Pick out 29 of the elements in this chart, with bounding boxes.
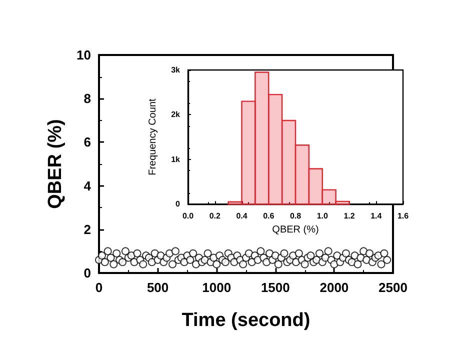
y-tick-label: 1k (171, 154, 181, 164)
y-tick-label: 10 (76, 48, 91, 62)
y-tick-label: 3k (171, 66, 181, 74)
x-tick-label: 1000 (202, 280, 232, 295)
x-tick-label: 0.0 (182, 212, 194, 221)
x-tick-label: 2500 (378, 280, 408, 295)
x-axis-title: Time (second) (182, 310, 310, 331)
y-tick-label: 0 (176, 200, 181, 209)
y-tick-label: 4 (84, 178, 92, 194)
y-tick-label: 2 (84, 222, 91, 237)
x-tick-label: 0 (95, 280, 103, 295)
x-tick-label: 1.2 (344, 212, 356, 221)
y-tick-label: 8 (84, 91, 91, 106)
y-axis-title: Frequency Count (148, 98, 158, 176)
y-tick-label: 6 (84, 134, 91, 150)
x-tick-label: 0.4 (236, 212, 248, 221)
y-tick-label: 0 (84, 266, 91, 280)
x-tick-label: 1.4 (370, 212, 382, 221)
x-tick-label: 1500 (260, 280, 290, 295)
y-axis-title: QBER (%) (45, 119, 66, 209)
x-axis-title: QBER (%) (272, 224, 319, 236)
x-tick-label: 1.6 (397, 212, 410, 221)
y-tick-label: 2k (171, 110, 181, 120)
x-tick-label: 0.8 (290, 212, 302, 221)
x-tick-label: 2000 (320, 280, 349, 295)
x-tick-label: 0.6 (263, 212, 275, 221)
x-tick-label: 500 (146, 280, 169, 295)
x-tick-label: 0.2 (209, 212, 221, 221)
x-tick-label: 1.0 (316, 212, 328, 221)
